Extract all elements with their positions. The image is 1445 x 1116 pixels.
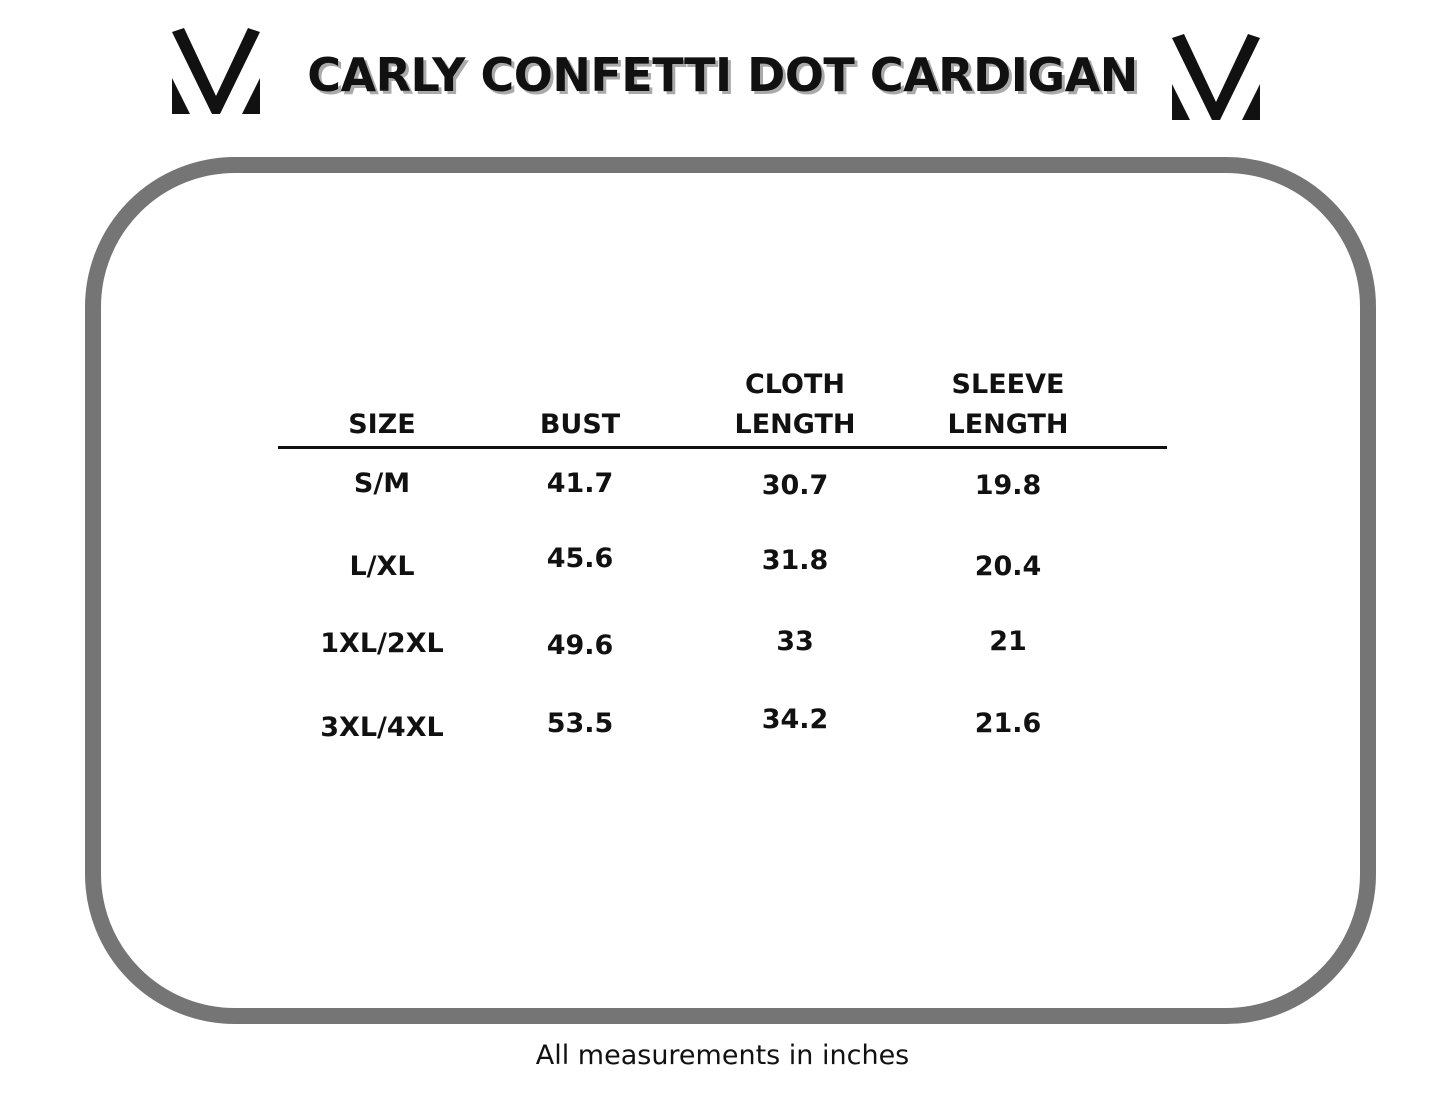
column-header: CLOTH LENGTH	[734, 369, 856, 440]
table-cell: 33	[776, 626, 814, 657]
table-cell: 21.6	[974, 708, 1042, 739]
column-header: BUST	[539, 409, 621, 440]
table-cell: 21	[989, 626, 1027, 657]
table-cell: 53.5	[546, 708, 614, 739]
header-rule	[278, 446, 1167, 449]
column-header: SIZE	[348, 409, 416, 440]
logo-left	[172, 28, 260, 114]
frame	[85, 157, 1376, 1024]
column-header: SLEEVE LENGTH	[947, 369, 1069, 440]
table-cell: 34.2	[761, 704, 829, 735]
footer-note: All measurements in inches	[535, 1040, 910, 1071]
table-cell: 1XL/2XL	[320, 628, 444, 659]
table-cell: 41.7	[546, 468, 614, 499]
table-cell: 30.7	[761, 470, 829, 501]
table-cell: 3XL/4XL	[320, 712, 444, 743]
title: CARLY CONFETTI DOT CARDIGAN	[307, 48, 1138, 102]
table-cell: S/M	[353, 468, 411, 499]
table-cell: 19.8	[974, 470, 1042, 501]
table-cell: 20.4	[974, 551, 1042, 582]
table-cell: 31.8	[761, 545, 829, 576]
table-cell: 45.6	[546, 543, 614, 574]
table-cell: 49.6	[546, 630, 614, 661]
logo-right	[1172, 34, 1260, 120]
table-cell: L/XL	[349, 551, 415, 582]
